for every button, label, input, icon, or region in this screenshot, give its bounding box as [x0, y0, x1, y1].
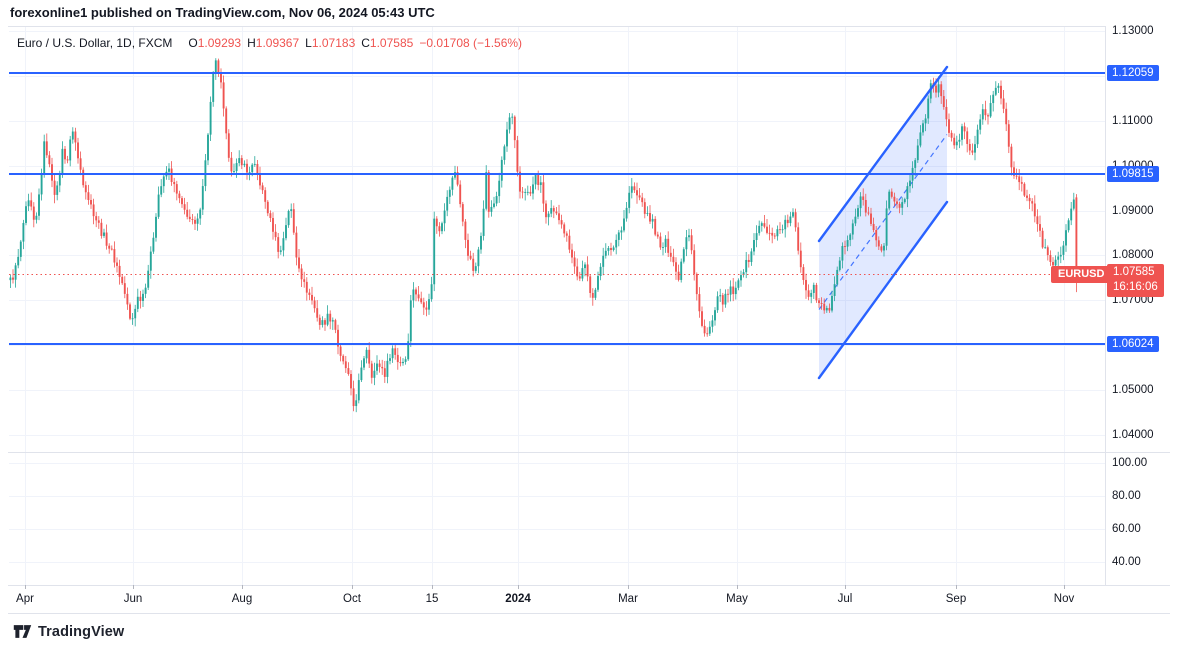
legend-instrument[interactable]: Euro / U.S. Dollar, 1D, FXCM [17, 36, 173, 50]
legend-high-label: H [247, 36, 256, 50]
price-axis-label: 1.13000 [1112, 25, 1154, 37]
time-axis-label: Nov [1053, 593, 1075, 605]
legend-open-value: 1.09293 [197, 36, 242, 50]
indicator-axis-label: 80.00 [1112, 490, 1141, 502]
legend-low-value: 1.07183 [311, 36, 356, 50]
tradingview-watermark[interactable]: TradingView [13, 622, 124, 641]
line-price-badge: 1.12059 [1107, 65, 1159, 82]
price-axis-label: 1.04000 [1112, 429, 1154, 441]
indicator-axis-label: 100.00 [1112, 457, 1148, 469]
time-axis-label: 2024 [505, 593, 531, 605]
legend-close-value: 1.07585 [369, 36, 414, 50]
time-axis-label: Jul [837, 593, 853, 605]
publish-attribution: forexonline1 published on TradingView.co… [10, 5, 435, 20]
time-axis-label: 15 [425, 593, 439, 605]
last-price-badge: 1.07585 16:16:06 [1107, 264, 1164, 297]
line-price-badge: 1.09815 [1107, 165, 1159, 182]
price-axis-label: 1.11000 [1112, 114, 1153, 127]
legend-change-value: −0.01708 (−1.56%) [419, 36, 523, 50]
indicator-axis-label: 40.00 [1112, 556, 1141, 568]
tradingview-logo-icon [13, 625, 32, 638]
legend-close-label: C [361, 36, 370, 50]
legend-low-label: L [305, 36, 312, 50]
tradingview-watermark-text: TradingView [38, 623, 125, 640]
time-axis-label: May [726, 593, 748, 605]
last-price-value: 1.07585 [1113, 266, 1155, 278]
symbol-legend[interactable]: Euro / U.S. Dollar, 1D, FXCM O1.09293 H1.0… [17, 36, 522, 50]
time-axis-label: Jun [123, 593, 143, 605]
price-axis-label: 1.05000 [1112, 384, 1154, 397]
indicator-axis-label: 60.00 [1112, 523, 1141, 535]
price-axis-label: 1.07000 [1112, 294, 1154, 307]
time-axis-label: Oct [343, 593, 361, 605]
legend-high-value: 1.09367 [255, 36, 300, 50]
price-axis-label: 1.09000 [1112, 204, 1154, 217]
time-axis-label: Sep [945, 593, 967, 605]
bar-countdown: 16:16:06 [1113, 281, 1158, 293]
time-axis-label: Mar [618, 593, 638, 605]
symbol-price-flag: EURUSD [1051, 266, 1112, 283]
time-axis-label: Aug [231, 593, 253, 605]
legend-open-label: O [188, 36, 198, 50]
line-price-badge: 1.06024 [1107, 336, 1159, 353]
price-axis-label: 1.08000 [1112, 249, 1154, 262]
time-axis-label: Apr [16, 593, 34, 605]
